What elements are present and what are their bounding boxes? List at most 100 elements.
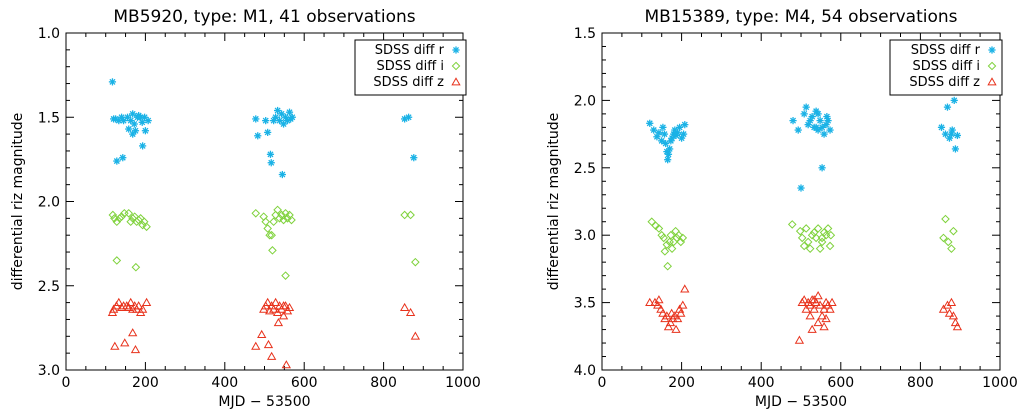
data-point [821,313,831,323]
y-tick-label: 1.0 [38,26,60,42]
data-point [128,328,138,337]
data-point [799,241,809,251]
data-point [283,214,292,223]
data-point [267,159,275,167]
data-point [144,117,152,125]
data-point [399,302,410,312]
data-point [817,311,827,320]
data-point [809,304,819,313]
data-point [251,341,261,350]
x-tick-label: 400 [748,375,775,391]
data-point [666,145,674,153]
data-point [254,132,262,140]
data-point [141,297,152,306]
data-point [660,247,670,256]
data-point [823,224,833,233]
data-point [124,302,134,312]
data-point [270,297,281,306]
data-point [819,322,829,331]
y-tick-label: 1.5 [574,26,596,42]
y-tick-label: 4.0 [574,363,596,379]
data-point [820,130,828,138]
y-tick-label: 2.5 [574,161,596,177]
data-point [273,205,282,215]
data-point [129,130,137,138]
legend-entry: SDSS diff r [375,43,445,58]
x-axis-label: MJD − 53500 [218,394,310,410]
data-point [120,338,130,347]
series-diamond [647,214,958,271]
chart-title: MB5920, type: M1, 41 observations [113,7,415,27]
data-point [944,308,955,317]
x-axis-label: MJD − 53500 [755,394,847,410]
data-point [680,284,690,293]
data-point [119,154,127,162]
data-point [406,210,415,220]
data-point [794,335,805,344]
data-point [946,297,957,306]
data-point [665,237,674,247]
y-tick-label: 3.0 [574,228,596,244]
data-point [127,117,135,125]
data-point [266,351,277,360]
legend-entry: SDSS diff z [909,75,980,90]
data-point [125,125,133,133]
data-point [281,360,291,369]
data-point [131,262,141,272]
data-point [252,115,260,123]
data-point [251,208,261,218]
data-point [654,295,664,304]
data-point [126,297,136,306]
data-point [805,300,815,309]
data-point [265,230,274,240]
data-point [953,131,962,140]
data-point [676,308,686,317]
data-point [141,127,149,135]
series-triangle [645,284,963,344]
data-point [811,233,821,243]
series-asterisk [646,96,962,192]
data-point [281,271,290,280]
data-point [114,297,124,306]
data-point [938,304,949,313]
data-point [826,126,834,134]
data-point [952,322,963,331]
x-tick-label: 0 [62,375,71,391]
data-point [134,215,143,225]
data-point [278,170,286,179]
data-point [814,126,822,134]
x-tick-label: 600 [291,375,318,391]
data-point [658,308,668,317]
data-point [288,113,296,121]
data-point [658,137,666,145]
data-point [663,261,672,271]
data-point [795,226,805,236]
data-point [676,123,684,131]
data-point [653,300,663,309]
data-point [947,244,956,253]
data-point [139,142,147,150]
x-tick-label: 0 [598,375,607,391]
data-point [108,210,118,220]
data-point [662,139,670,148]
legend-box [354,39,467,96]
data-point [819,304,829,313]
data-point [681,121,689,129]
data-point [800,110,808,118]
data-point [130,344,141,354]
x-tick-label: 800 [907,375,934,391]
data-point [659,233,668,243]
y-tick-label: 2.5 [38,279,60,295]
data-point [129,110,137,118]
data-point [279,215,288,225]
data-point [939,233,948,243]
legend-box [889,39,1003,96]
data-point [405,113,413,121]
series-diamond [108,205,420,280]
data-point [679,130,688,138]
data-point [115,214,124,223]
data-point [805,244,815,253]
data-point [261,217,270,227]
